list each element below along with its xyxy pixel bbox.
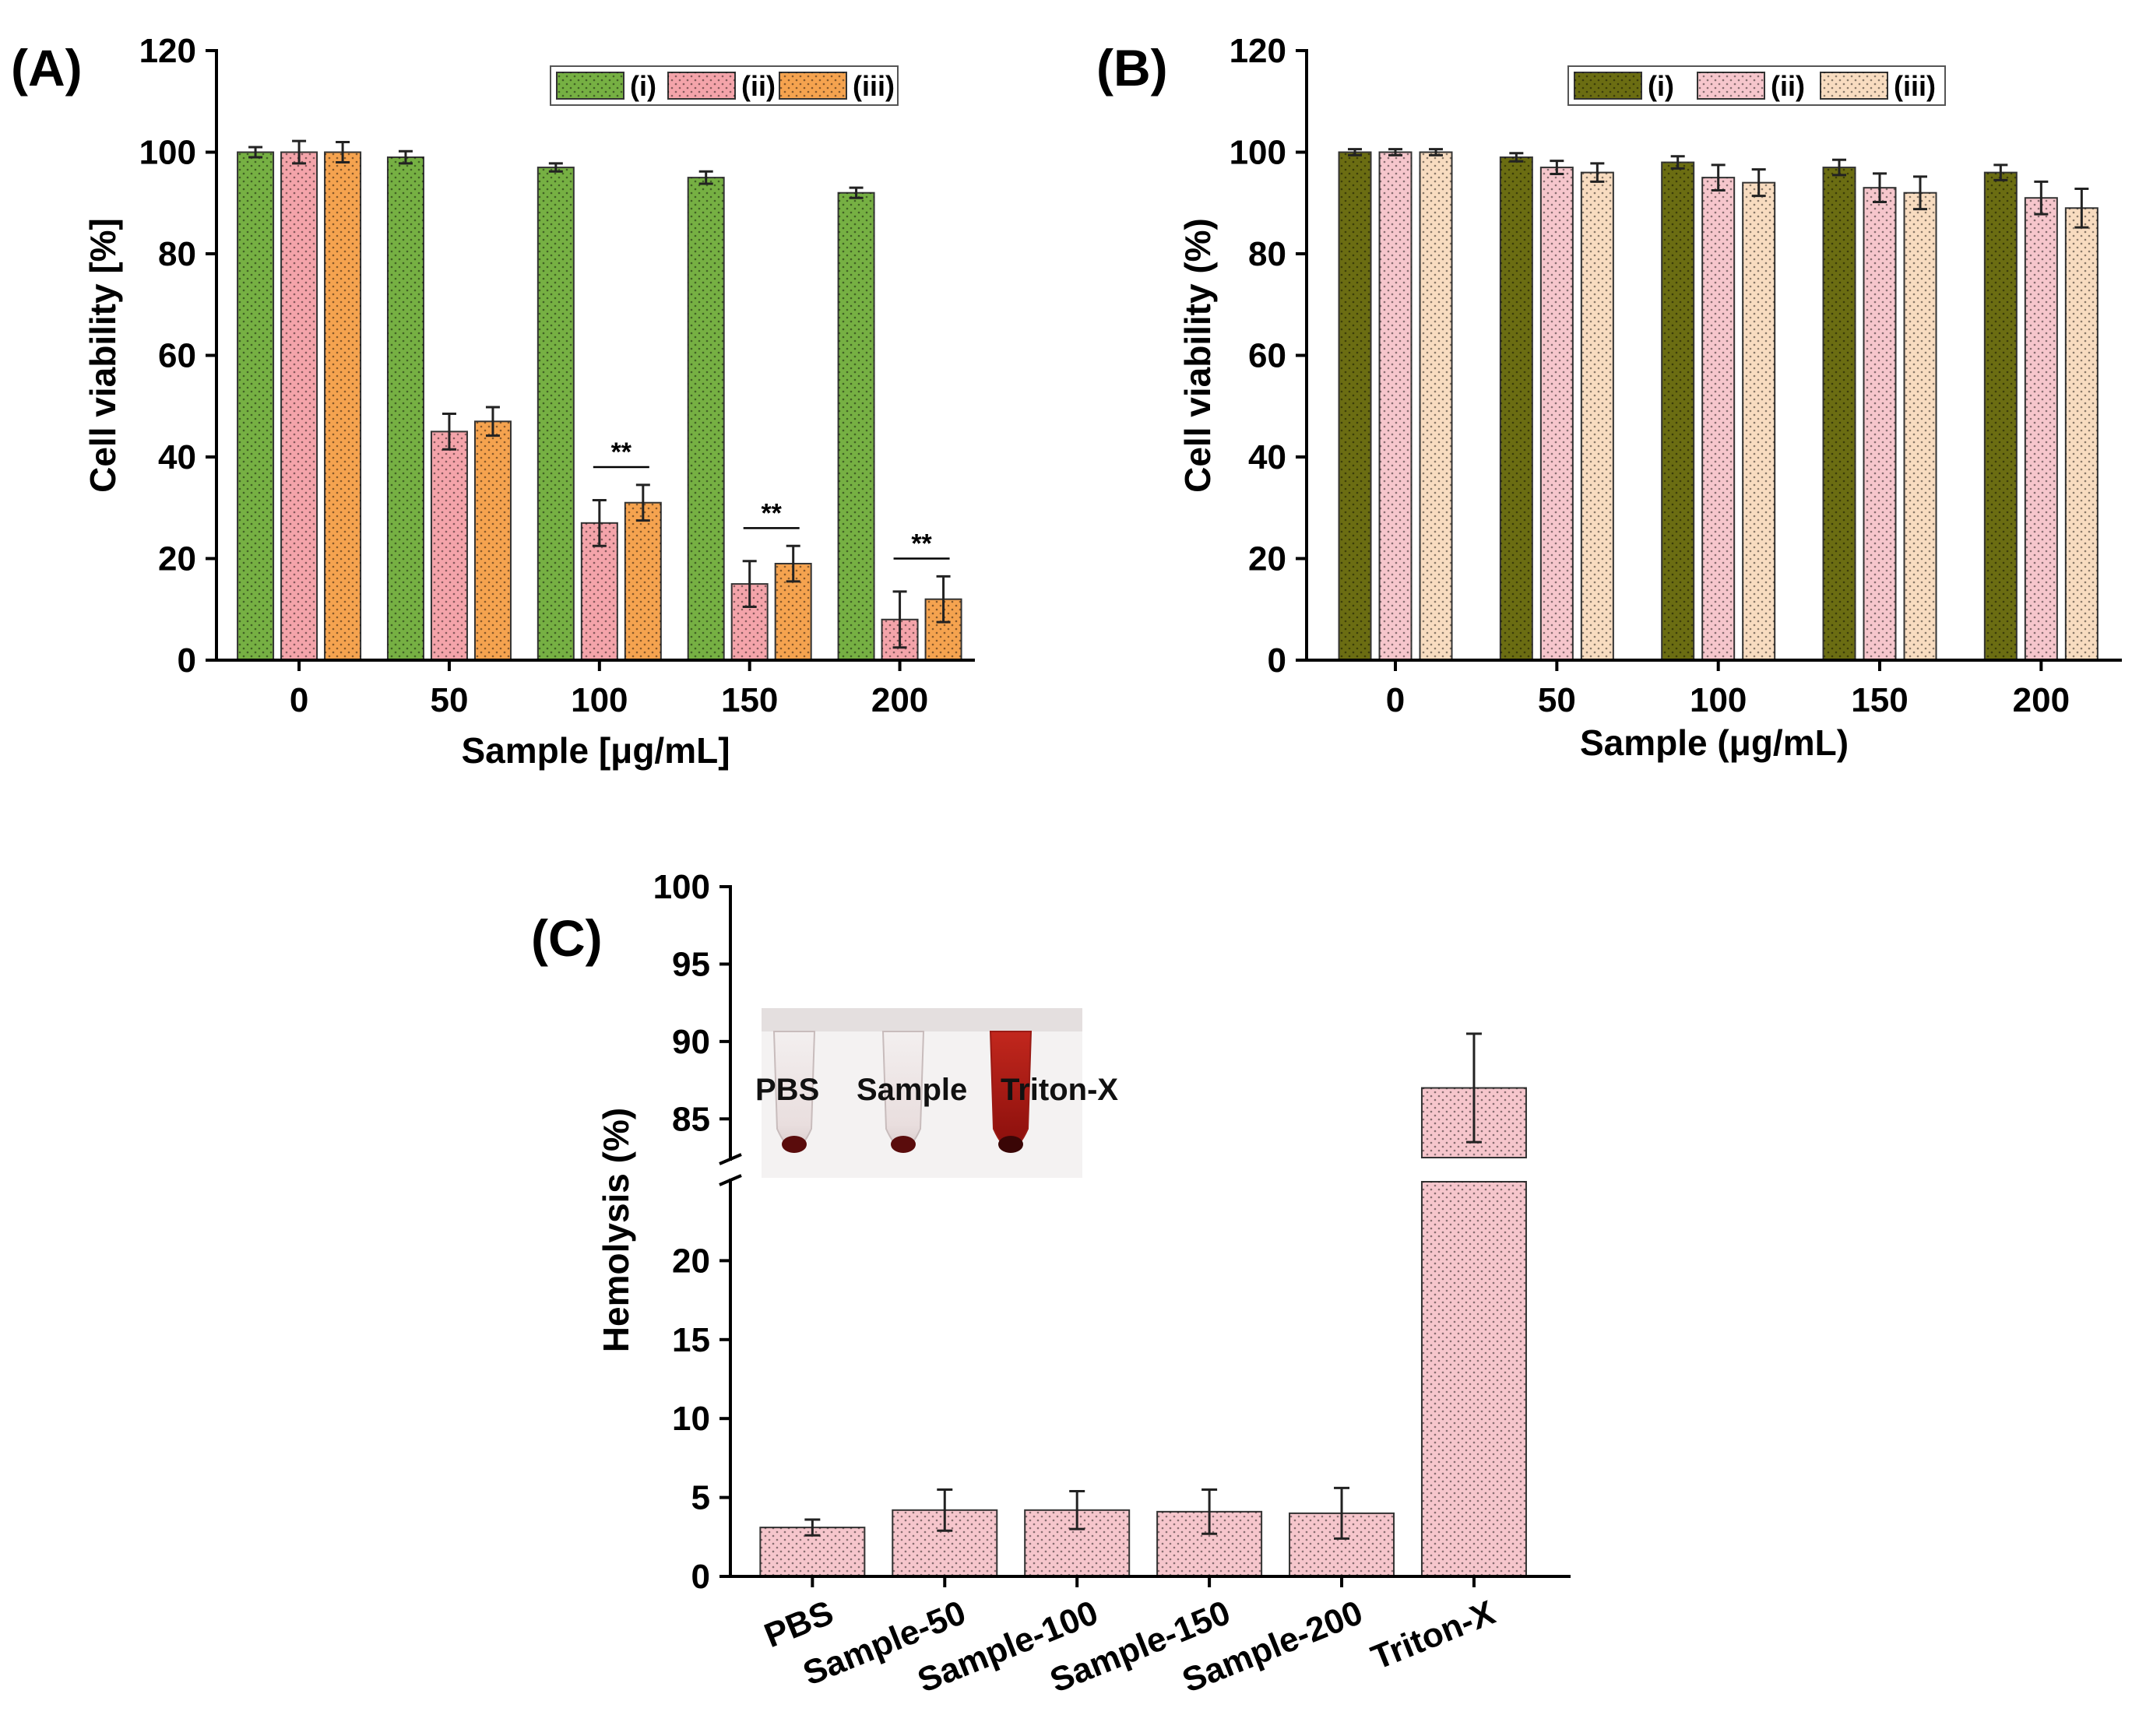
bar-texture	[1420, 152, 1452, 660]
legend-label: (i)	[630, 70, 656, 102]
y-tick-label: 100	[1230, 134, 1286, 172]
bar-texture	[387, 157, 424, 660]
y-tick-label: 20	[1248, 540, 1286, 578]
y-tick-label: 0	[1268, 641, 1286, 680]
x-tick-label: 200	[2013, 681, 2070, 719]
x-axis-title: Sample [μg/mL]	[461, 730, 730, 771]
legend-label: (iii)	[1894, 70, 1936, 102]
bar-texture	[1863, 188, 1896, 661]
y-axis-title: Hemolysis (%)	[596, 1108, 636, 1352]
y-tick-label: 100	[653, 868, 710, 906]
legend: (i) (ii) (iii)	[550, 65, 899, 106]
y-tick-label: 40	[1248, 438, 1286, 476]
legend-label: (ii)	[1771, 70, 1805, 102]
y-tick-label: 95	[672, 945, 710, 983]
x-tick-label: 200	[871, 681, 928, 719]
axis-break-mark	[719, 1153, 742, 1165]
bar-texture	[688, 177, 724, 660]
tube-pellet	[998, 1136, 1023, 1153]
x-tick-label: 50	[430, 681, 468, 719]
significance-label: **	[611, 438, 632, 467]
y-tick-label: 10	[672, 1400, 710, 1438]
y-tick-label: 85	[672, 1100, 710, 1138]
bar-texture	[2065, 208, 2098, 660]
panel-label: (A)	[11, 39, 83, 97]
bar-texture	[537, 167, 574, 660]
y-tick-label: 20	[158, 540, 196, 578]
bar-texture	[2025, 198, 2057, 661]
legend: (i) (ii) (iii)	[1567, 65, 1946, 106]
bar-texture	[281, 152, 318, 660]
legend-swatch-texture	[779, 72, 846, 99]
bar-texture	[474, 421, 511, 660]
y-tick-label: 20	[672, 1242, 710, 1280]
bar-texture	[1421, 1182, 1526, 1576]
x-tick-label: 100	[1690, 681, 1747, 719]
y-tick-label: 40	[158, 438, 196, 476]
y-tick-label: 120	[1230, 32, 1286, 70]
bar-texture	[1500, 157, 1532, 660]
bar-texture	[1743, 182, 1775, 660]
inset-top-shadow	[762, 1008, 1082, 1031]
bar-texture	[325, 152, 361, 660]
y-tick-label: 60	[1248, 337, 1286, 375]
bar-texture	[1540, 167, 1573, 660]
tube-pellet	[782, 1136, 807, 1153]
inset-label: Triton-X	[1001, 1073, 1118, 1107]
bar-texture	[1984, 172, 2017, 661]
y-tick-label: 15	[672, 1321, 710, 1359]
bar-texture	[431, 431, 467, 660]
bar-texture	[838, 192, 874, 660]
x-tick-label: 0	[290, 681, 308, 719]
y-tick-label: 5	[691, 1479, 710, 1517]
bar-texture	[624, 502, 661, 660]
y-tick-label: 60	[158, 337, 196, 375]
bar-texture	[1581, 172, 1613, 661]
y-tick-label: 100	[139, 134, 196, 172]
x-axis-title: Sample (μg/mL)	[1580, 722, 1849, 763]
legend-swatch-texture	[668, 72, 735, 99]
inset-photo: PBS Sample Triton-X	[755, 1008, 1118, 1178]
bar-texture	[1379, 152, 1412, 660]
inset-label: Sample	[857, 1073, 967, 1107]
bar-texture	[1702, 177, 1735, 660]
legend-label: (iii)	[853, 70, 895, 102]
bar-texture	[237, 152, 274, 660]
inset-label: PBS	[755, 1073, 819, 1107]
y-tick-label: 80	[1248, 235, 1286, 273]
y-tick-label: 90	[672, 1023, 710, 1061]
x-tick-label: 150	[1851, 681, 1908, 719]
panel-b-chart: (B) 0 20 40 60 80 100 120 0 50 100 150 200 Sample (μg…	[1096, 32, 2122, 763]
y-axis-title: Cell viability [%]	[83, 218, 123, 493]
y-tick-label: 0	[691, 1558, 710, 1596]
legend-swatch-texture	[557, 72, 624, 99]
panel-label: (C)	[531, 909, 603, 967]
y-axis-title: Cell viability (%)	[1177, 218, 1218, 493]
legend-label: (ii)	[741, 70, 776, 102]
x-tick-label: Triton-X	[1366, 1594, 1500, 1678]
y-tick-label: 0	[178, 641, 196, 680]
panel-a-chart: (A) 0 20 40 60 80 100 120 0 50 100 150 200 ** ** ** Samp…	[11, 32, 975, 771]
legend-swatch-texture	[1821, 72, 1887, 99]
axis-break-mark	[719, 1174, 742, 1186]
y-tick-label: 120	[139, 32, 196, 70]
panel-c-chart: (C)05101520859095100PBSSample-50Sample-1…	[531, 868, 1571, 1700]
x-tick-label: 100	[571, 681, 628, 719]
legend-swatch-texture	[1574, 72, 1641, 99]
x-tick-label: 50	[1538, 681, 1576, 719]
tube-pellet	[891, 1136, 916, 1153]
panel-label: (B)	[1096, 39, 1168, 97]
bar-texture	[1904, 192, 1937, 660]
x-tick-label: 0	[1386, 681, 1405, 719]
x-tick-label: 150	[721, 681, 778, 719]
legend-label: (i)	[1648, 70, 1674, 102]
bar-texture	[1339, 152, 1371, 660]
bar-texture	[1823, 167, 1856, 660]
significance-label: **	[911, 529, 932, 559]
y-tick-label: 80	[158, 235, 196, 273]
significance-label: **	[761, 498, 782, 528]
bar-texture	[1662, 162, 1694, 661]
legend-swatch-texture	[1697, 72, 1764, 99]
